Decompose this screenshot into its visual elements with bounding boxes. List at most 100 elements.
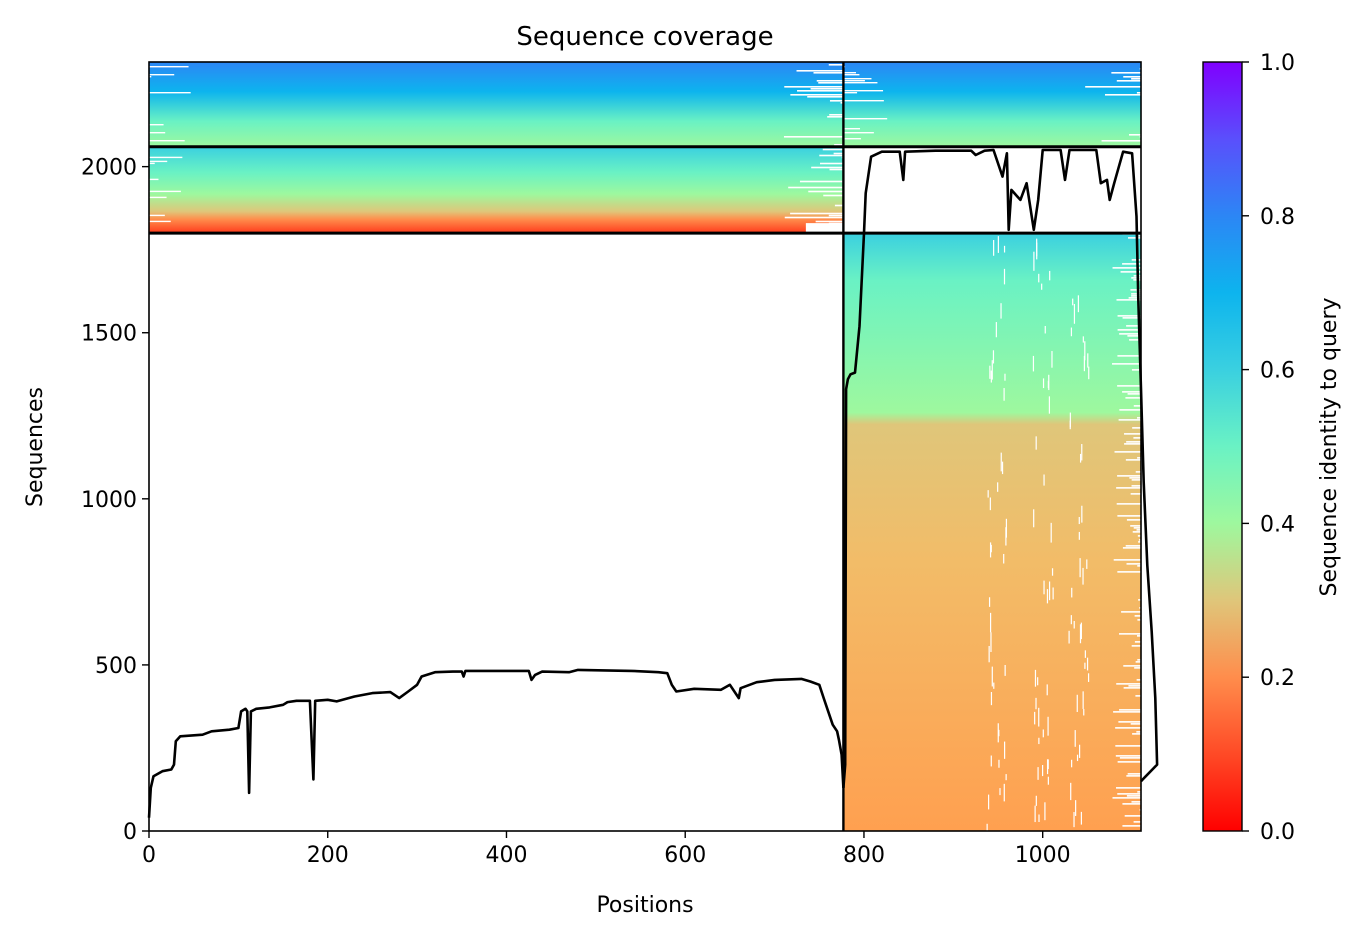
coverage-gap bbox=[1069, 412, 1071, 428]
coverage-gap bbox=[843, 138, 861, 140]
coverage-gap bbox=[149, 132, 166, 134]
coverage-gap bbox=[1132, 427, 1141, 429]
coverage-gap bbox=[1126, 795, 1141, 797]
coverage-gap bbox=[1043, 474, 1045, 486]
coverage-gap bbox=[1116, 787, 1141, 789]
coverage-gap bbox=[819, 154, 844, 157]
coverage-gap bbox=[843, 80, 865, 82]
coverage-gap bbox=[822, 148, 844, 151]
coverage-gap bbox=[1113, 711, 1141, 713]
coverage-gap bbox=[1005, 774, 1007, 781]
x-tick-label: 800 bbox=[843, 843, 885, 868]
coverage-gap bbox=[1071, 587, 1073, 598]
coverage-gap bbox=[1117, 793, 1141, 795]
coverage-gap bbox=[1086, 657, 1089, 671]
coverage-gap bbox=[1088, 366, 1090, 380]
coverage-gap bbox=[988, 794, 990, 810]
coverage-gap bbox=[1136, 529, 1141, 531]
coverage-gap bbox=[993, 240, 995, 256]
coverage-gap bbox=[1129, 339, 1141, 341]
coverage-gap bbox=[811, 166, 844, 169]
coverage-gap bbox=[1114, 451, 1141, 453]
coverage-gap bbox=[1125, 397, 1141, 399]
coverage-gap bbox=[1003, 741, 1006, 759]
coverage-gap bbox=[1003, 783, 1005, 802]
coverage-gap bbox=[1083, 708, 1085, 716]
coverage-gap bbox=[1117, 761, 1141, 763]
coverage-gap bbox=[1126, 775, 1141, 777]
coverage-gap bbox=[1072, 298, 1074, 306]
coverage-gap bbox=[149, 196, 167, 199]
coverage-gap bbox=[986, 823, 988, 837]
coverage-block bbox=[149, 146, 844, 234]
coverage-gap bbox=[1078, 516, 1080, 525]
coverage-gap bbox=[1128, 297, 1141, 299]
coverage-gap bbox=[993, 682, 995, 689]
coverage-gap bbox=[1138, 539, 1141, 541]
coverage-gap bbox=[995, 322, 997, 338]
y-axis-ticks: 0 500 1000 1500 2000 bbox=[81, 156, 149, 845]
chart-title: Sequence coverage bbox=[516, 22, 773, 52]
coverage-gap bbox=[149, 160, 168, 163]
coverage-gap bbox=[1116, 80, 1141, 82]
coverage-gap bbox=[1116, 487, 1141, 489]
coverage-gap bbox=[988, 597, 991, 607]
coverage-gap bbox=[149, 178, 159, 181]
coverage-gap bbox=[149, 190, 181, 193]
coverage-gap bbox=[991, 360, 993, 380]
coverage-gap bbox=[990, 692, 993, 706]
colorbar-label: Sequence identity to query bbox=[1317, 297, 1342, 596]
coverage-gap bbox=[1128, 685, 1141, 687]
coverage-gap bbox=[1129, 477, 1141, 479]
coverage-gap bbox=[1133, 437, 1141, 439]
coverage-gap bbox=[149, 214, 165, 217]
coverage-gap bbox=[796, 70, 844, 72]
coverage-gap bbox=[987, 490, 989, 498]
coverage-gap bbox=[843, 72, 856, 74]
coverage-gap bbox=[989, 612, 992, 633]
x-tick-label: 1000 bbox=[1015, 843, 1071, 868]
coverage-gap bbox=[1080, 811, 1082, 825]
coverage-gap bbox=[840, 102, 844, 104]
coverage-gap bbox=[1038, 737, 1040, 745]
coverage-gap bbox=[997, 236, 999, 253]
coverage-gap bbox=[1130, 289, 1141, 291]
coverage-gap bbox=[1136, 417, 1141, 419]
y-tick-label: 1500 bbox=[81, 322, 137, 347]
coverage-gap bbox=[1048, 396, 1051, 414]
coverage-gaps bbox=[149, 64, 1141, 837]
coverage-gap bbox=[1003, 553, 1005, 564]
coverage-gap bbox=[1111, 72, 1141, 74]
coverage-gap bbox=[823, 194, 844, 197]
coverage-gap bbox=[1137, 619, 1141, 621]
coverage-gap bbox=[1068, 630, 1070, 644]
coverage-gap bbox=[149, 124, 164, 126]
coverage-gap bbox=[1116, 683, 1141, 685]
coverage-gap bbox=[829, 168, 844, 171]
coverage-gap bbox=[808, 190, 844, 193]
coverage-gap bbox=[1126, 563, 1141, 565]
colorbar-tick-label: 0.6 bbox=[1260, 359, 1295, 384]
coverage-gap bbox=[1138, 235, 1141, 237]
coverage-gap bbox=[1137, 565, 1141, 567]
coverage-gap bbox=[1047, 776, 1049, 785]
coverage-gap bbox=[1126, 325, 1141, 327]
coverage-gap bbox=[1005, 527, 1007, 546]
coverage-gap bbox=[1085, 86, 1141, 88]
coverage-gap bbox=[1137, 791, 1141, 793]
coverage-gap bbox=[1130, 525, 1141, 527]
coverage-gap bbox=[828, 64, 844, 66]
coverage-gap bbox=[834, 204, 844, 207]
coverage-gap bbox=[1131, 78, 1141, 80]
coverage-gap bbox=[1080, 622, 1082, 640]
plot-frame bbox=[148, 61, 1142, 832]
coverage-gap bbox=[1137, 535, 1141, 537]
colorbar-tick-label: 0.0 bbox=[1260, 820, 1295, 845]
coverage-gap bbox=[149, 76, 152, 78]
coverage-gap bbox=[989, 497, 991, 511]
coverage-gap bbox=[990, 544, 992, 553]
coverage-gap bbox=[816, 80, 844, 82]
coverage-gap bbox=[1032, 355, 1035, 372]
coverage-line bbox=[147, 148, 1159, 818]
